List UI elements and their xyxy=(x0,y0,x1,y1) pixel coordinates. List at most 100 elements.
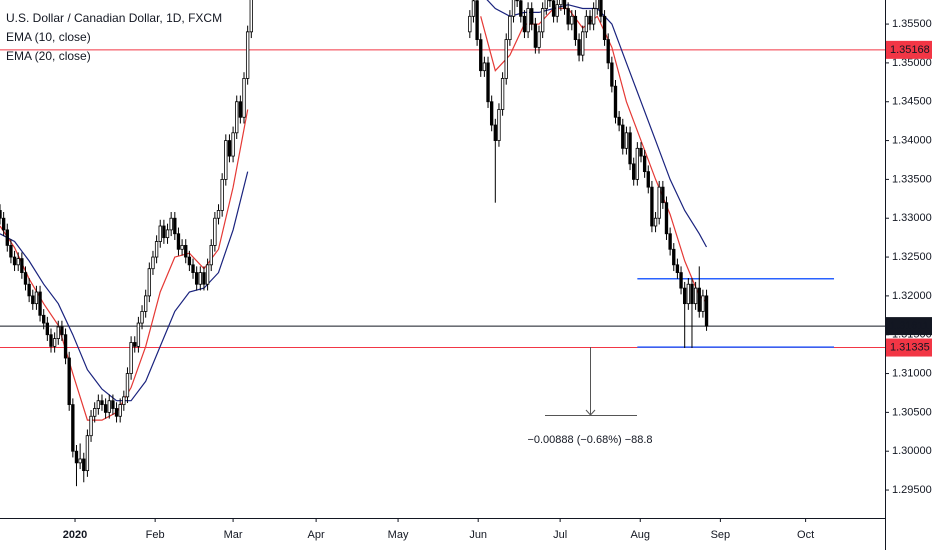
candle-body xyxy=(184,245,188,258)
x-tick-label: Aug xyxy=(630,529,650,541)
candle-body xyxy=(89,415,93,437)
y-tick-label: 1.34500 xyxy=(892,96,932,108)
candle-body xyxy=(570,15,574,25)
candle-body xyxy=(617,116,621,126)
candle-body xyxy=(49,334,53,347)
candle-body xyxy=(661,186,665,204)
candle-body xyxy=(38,291,42,316)
candle-body xyxy=(468,15,472,33)
candle-body xyxy=(482,62,487,72)
candle-body xyxy=(42,314,46,324)
candle-body xyxy=(107,400,111,413)
candle-body xyxy=(475,0,479,41)
candle-body xyxy=(129,342,133,374)
candle-body xyxy=(16,258,20,266)
ema-line xyxy=(0,7,707,421)
candle-body xyxy=(238,101,243,118)
candle-body xyxy=(78,458,82,464)
candle-body xyxy=(176,233,181,250)
candle-body xyxy=(504,39,508,79)
candle-body xyxy=(573,15,578,41)
x-tick-label: Feb xyxy=(146,529,165,541)
candle-body xyxy=(555,4,559,17)
candle-body xyxy=(610,62,614,87)
y-tick-label: 1.35500 xyxy=(892,18,932,30)
y-tick-label: 1.30500 xyxy=(892,406,932,418)
candle-body xyxy=(224,140,228,180)
candle-body xyxy=(45,322,50,336)
candle-body xyxy=(686,283,691,305)
candle-body xyxy=(639,147,643,157)
candle-body xyxy=(701,295,705,312)
candle-body xyxy=(1,217,6,231)
candle-body xyxy=(577,39,581,56)
candle-body xyxy=(144,295,148,312)
measure-label: −0.00888 (−0.68%) −88.8 xyxy=(527,434,652,446)
candle-body xyxy=(566,8,570,25)
candle-body xyxy=(111,400,115,409)
candle-body xyxy=(471,0,476,17)
candle-body xyxy=(540,8,545,33)
x-tick-label: Sep xyxy=(711,529,731,541)
candle-body xyxy=(165,229,170,239)
x-tick-label: Jun xyxy=(469,529,487,541)
measure-tool xyxy=(545,347,637,416)
candle-body xyxy=(693,287,698,305)
candle-body xyxy=(216,210,221,219)
price-label: 1.31335 xyxy=(890,341,930,353)
candle-body xyxy=(122,396,126,406)
candle-body xyxy=(140,311,144,324)
y-tick-label: 1.31000 xyxy=(892,367,932,379)
candle-body xyxy=(103,404,108,413)
candle-body xyxy=(173,217,177,235)
candle-body xyxy=(125,373,130,398)
candle-body xyxy=(683,287,687,305)
candle-body xyxy=(479,39,483,72)
candle-body xyxy=(551,0,556,17)
candle-body xyxy=(519,0,523,17)
candle-body xyxy=(180,245,184,250)
x-tick-label: Mar xyxy=(224,529,243,541)
candle-body xyxy=(530,8,534,25)
candle-body xyxy=(672,248,676,266)
chart-title: U.S. Dollar / Canadian Dollar, 1D, FXCM xyxy=(6,11,222,25)
candle-body xyxy=(147,268,151,297)
candle-body xyxy=(20,258,24,273)
candle-body xyxy=(632,163,636,180)
candle-body xyxy=(679,272,683,289)
y-tick-label: 1.34000 xyxy=(892,134,932,146)
price-label-box xyxy=(886,317,932,336)
x-tick-label: May xyxy=(388,529,409,541)
candle-body xyxy=(63,334,68,359)
candle-body xyxy=(628,132,632,165)
candle-body xyxy=(526,8,530,33)
legend-entry: EMA (10, close) xyxy=(6,30,91,44)
candle-body xyxy=(151,256,155,270)
candle-body xyxy=(657,186,661,219)
candle-body xyxy=(245,31,250,79)
candle-body xyxy=(5,229,9,246)
candle-body xyxy=(74,450,79,464)
candle-body xyxy=(82,458,86,472)
price-label-box xyxy=(886,40,932,59)
candle-body xyxy=(158,225,162,242)
x-tick-label: Jul xyxy=(553,529,567,541)
candle-body xyxy=(56,326,60,340)
candle-body xyxy=(114,408,119,417)
candle-body xyxy=(588,15,592,25)
candle-body xyxy=(508,15,512,41)
x-tick-label: 2020 xyxy=(63,529,87,541)
price-label-box xyxy=(886,338,932,357)
candle-body xyxy=(220,178,224,211)
price-label: 1.35168 xyxy=(890,44,930,56)
candle-body xyxy=(133,342,137,347)
candle-body xyxy=(227,140,232,157)
candle-body xyxy=(231,132,235,157)
candle-body xyxy=(635,147,640,180)
candle-body xyxy=(118,404,122,417)
candle-body xyxy=(31,295,35,305)
candle-body xyxy=(591,8,596,25)
candle-body xyxy=(205,264,210,285)
price-label: 1.31611 xyxy=(890,320,929,332)
